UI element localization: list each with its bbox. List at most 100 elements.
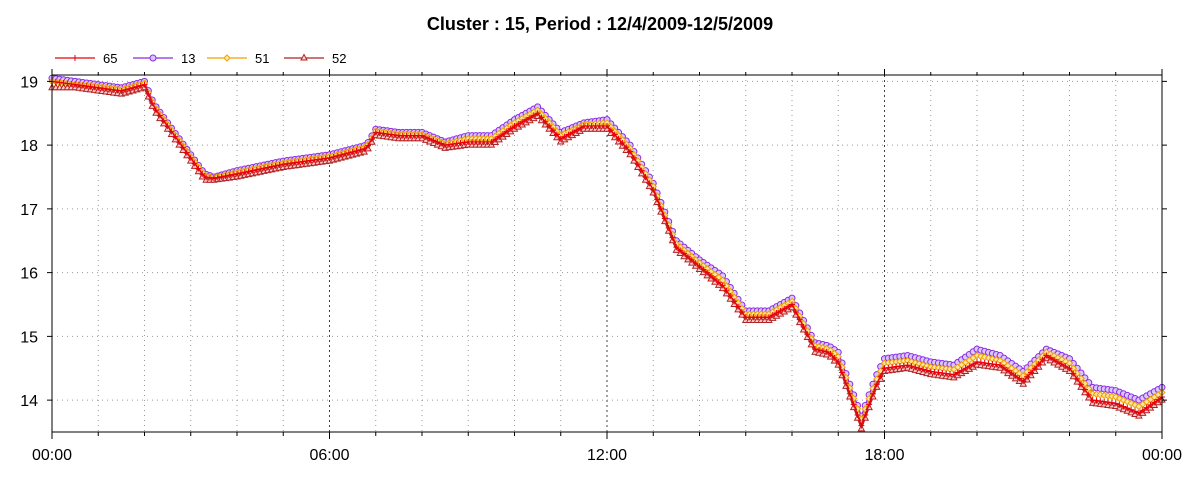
data-point — [530, 112, 537, 119]
data-point — [627, 148, 634, 155]
data-point — [819, 347, 826, 354]
y-tick-label: 16 — [20, 266, 38, 283]
data-point — [326, 154, 333, 161]
data-point — [442, 142, 449, 149]
data-point — [792, 308, 799, 315]
data-point — [638, 167, 645, 174]
data-point — [180, 144, 187, 151]
data-point — [87, 83, 94, 90]
data-point — [885, 364, 892, 371]
data-point — [449, 141, 456, 148]
data-point — [977, 359, 984, 366]
data-point — [634, 161, 641, 168]
data-point — [823, 348, 830, 355]
data-point — [1058, 361, 1065, 367]
data-point — [684, 253, 691, 260]
data-point — [376, 129, 383, 136]
data-point — [1024, 373, 1031, 380]
series-line-65 — [51, 80, 1163, 428]
data-point — [384, 130, 391, 137]
data-point — [264, 164, 271, 171]
data-point — [1027, 369, 1034, 376]
data-point — [503, 128, 510, 135]
data-point — [1020, 378, 1027, 384]
data-point — [365, 142, 372, 149]
data-point — [249, 167, 256, 174]
data-point — [1105, 399, 1112, 406]
data-point — [114, 87, 121, 94]
data-point — [985, 360, 992, 367]
x-tick-label: 00:00 — [1142, 447, 1182, 464]
data-point — [149, 54, 157, 62]
data-point — [989, 361, 996, 367]
data-point — [426, 135, 433, 142]
data-point — [1127, 399, 1135, 408]
data-point — [253, 166, 260, 173]
data-point — [499, 130, 506, 137]
data-point — [1119, 396, 1128, 404]
data-point — [1051, 356, 1058, 363]
data-point — [935, 369, 942, 376]
data-point — [715, 279, 722, 286]
data-point — [619, 140, 626, 146]
data-point — [1139, 407, 1146, 414]
data-point — [1066, 365, 1073, 372]
data-point — [91, 84, 98, 91]
data-point — [1155, 396, 1162, 403]
data-point — [226, 172, 233, 179]
y-tick-label: 15 — [20, 329, 38, 346]
data-point — [943, 370, 950, 377]
data-point — [79, 82, 86, 89]
data-point — [927, 368, 934, 375]
data-point — [83, 83, 90, 90]
data-point — [461, 139, 468, 146]
y-tick-label: 14 — [20, 393, 38, 410]
data-point — [168, 128, 175, 135]
data-point — [234, 170, 240, 177]
data-point — [908, 363, 915, 370]
legend-label: 65 — [103, 51, 117, 66]
data-point — [700, 266, 707, 273]
data-point — [368, 136, 375, 143]
data-point — [299, 158, 306, 165]
data-point — [646, 180, 653, 187]
data-point — [519, 118, 526, 125]
data-point — [1124, 405, 1131, 412]
data-point — [866, 401, 873, 408]
data-point — [1135, 409, 1142, 416]
data-point — [538, 114, 545, 121]
data-point — [785, 303, 792, 310]
data-point — [164, 123, 171, 129]
data-point — [997, 362, 1004, 369]
data-point — [808, 338, 815, 345]
data-point — [827, 350, 834, 357]
grid — [52, 75, 1162, 432]
data-point — [307, 157, 314, 164]
data-point — [122, 86, 129, 93]
data-point — [896, 363, 903, 370]
data-point — [912, 364, 919, 371]
data-point — [569, 129, 576, 136]
data-point — [954, 369, 961, 376]
data-point — [1147, 401, 1154, 408]
data-point — [665, 225, 672, 231]
data-point — [214, 174, 221, 181]
data-point — [156, 112, 163, 119]
data-point — [719, 282, 726, 289]
axes: 14 15 16 17 18 19 00:00 06:00 12:00 18:00 00:00 — [20, 69, 1182, 464]
data-point — [68, 81, 75, 88]
series-65 — [49, 78, 1165, 429]
data-point — [523, 116, 530, 123]
data-point — [1128, 406, 1135, 413]
data-point — [661, 215, 668, 222]
legend-label: 52 — [332, 51, 346, 66]
data-point — [889, 364, 896, 371]
data-point — [981, 359, 988, 366]
data-point — [72, 81, 79, 88]
data-point — [738, 308, 745, 315]
legend-item-52: 52 — [284, 51, 346, 66]
data-point — [295, 159, 302, 166]
data-point — [492, 136, 499, 143]
legend-label: 13 — [181, 51, 195, 66]
data-point — [191, 160, 198, 167]
